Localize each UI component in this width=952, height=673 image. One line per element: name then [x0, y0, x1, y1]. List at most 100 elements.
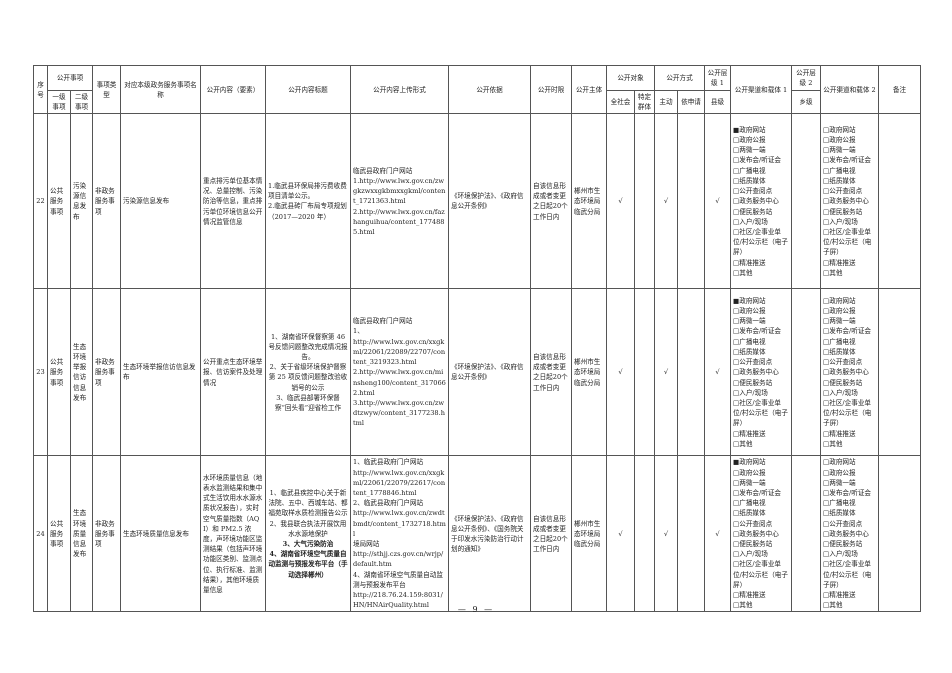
channel-option: □入户/现场 — [733, 388, 789, 398]
header-remark: 备注 — [878, 64, 921, 115]
checked-box-icon: ■ — [733, 458, 740, 467]
unchecked-box-icon: □ — [823, 307, 830, 316]
channel-label: 入户/现场 — [739, 217, 768, 226]
channel-option: □精准推送 — [733, 429, 789, 439]
unchecked-box-icon: □ — [823, 458, 830, 467]
unchecked-box-icon: □ — [733, 307, 740, 316]
unchecked-box-icon: □ — [733, 146, 740, 155]
unchecked-box-icon: □ — [823, 591, 830, 600]
disclosure-table: 序号 公开事项 事项类型 对应本级政务服务事项名称 公开内容（要素） 公开内容标… — [33, 64, 921, 613]
upload-line: http://sthjj.czs.gov.cn/wrjp/default.htm — [353, 550, 444, 569]
channel-option: ■政府网站 — [733, 457, 789, 467]
unchecked-box-icon: □ — [823, 378, 830, 387]
unchecked-box-icon: □ — [823, 187, 830, 196]
remark-cell — [878, 455, 921, 613]
upload-line: 2.http://www.lwx.gov.cn/minsheng100/cont… — [353, 368, 446, 397]
channel-option: □其他 — [733, 439, 789, 449]
channel-option: □其他 — [733, 268, 789, 278]
channel-option: □精准推送 — [823, 590, 876, 600]
upload-line: 临武县政府门户网站 — [353, 166, 413, 175]
level1-cell: 公共服务事项 — [47, 455, 71, 613]
upload-line: 临武县政府门户网站 — [353, 317, 413, 326]
channel-label: 公开查阅点 — [739, 187, 773, 196]
type-cell: 非政务服务事项 — [92, 455, 121, 613]
channel-label: 其他 — [739, 439, 753, 448]
channel-label: 广播电视 — [739, 337, 766, 346]
header-tier1-value: 县级 — [704, 89, 731, 115]
channel-label: 广播电视 — [829, 499, 856, 508]
channel-label: 政务服务中心 — [829, 197, 869, 206]
content-title-item: 1.临武县环保局排污费收费项目清单公示。 — [268, 182, 347, 201]
channel-label: 公开查阅点 — [829, 519, 863, 528]
unchecked-box-icon: □ — [733, 207, 740, 216]
unchecked-box-icon: □ — [823, 347, 830, 356]
channel-option: □公开查阅点 — [733, 357, 789, 367]
channel-option: □政府网站 — [823, 125, 876, 135]
channel-option: □入户/现场 — [823, 217, 876, 227]
unchecked-box-icon: □ — [733, 258, 740, 267]
channel-option: □广播电视 — [733, 337, 789, 347]
channel-option: □精准推送 — [823, 429, 876, 439]
unchecked-box-icon: □ — [733, 388, 740, 397]
channel-label: 两微一端 — [829, 478, 856, 487]
channel-label: 便民服务站 — [739, 540, 773, 549]
basis-cell: 《环境保护法》、《政府信息公开条例》 — [448, 113, 531, 290]
channel-label: 发布会/听证会 — [739, 156, 782, 165]
method-request-cell — [677, 455, 705, 613]
content-title-item: 3、大气污染防治 — [282, 540, 334, 549]
channel-label: 入户/现场 — [829, 550, 858, 559]
upload-line: http://www.lwx.gov.cn/zwdtbmdt/content_1… — [353, 509, 446, 538]
channel-option: □便民服务站 — [733, 378, 789, 388]
unchecked-box-icon: □ — [733, 519, 740, 528]
unchecked-box-icon: □ — [733, 550, 740, 559]
unchecked-box-icon: □ — [823, 489, 830, 498]
unchecked-box-icon: □ — [823, 388, 830, 397]
channel-label: 其他 — [739, 268, 753, 277]
channel-option: □发布会/听证会 — [823, 488, 876, 498]
basis-cell: 《环境保护法》、《政府信息公开条例》 — [448, 288, 531, 457]
checked-box-icon: ■ — [733, 296, 740, 305]
unchecked-box-icon: □ — [733, 439, 740, 448]
channel-option: □广播电视 — [823, 166, 876, 176]
channel-label: 两微一端 — [829, 146, 856, 155]
unchecked-box-icon: □ — [733, 560, 740, 569]
header-channel1: 公开渠道和载体 1 — [730, 64, 792, 115]
unchecked-box-icon: □ — [823, 125, 830, 134]
channel-label: 社区/企事业单位/村公示栏（电子屏） — [733, 227, 788, 257]
header-time-limit: 公开时限 — [530, 64, 572, 115]
unchecked-box-icon: □ — [733, 358, 740, 367]
upload-form-cell: 1、临武县政府门户网站 http://www.lwx.gov.cn/xxgkml/… — [350, 455, 449, 613]
channel-option: □政务服务中心 — [823, 529, 876, 539]
channel-label: 政府网站 — [829, 296, 856, 305]
unchecked-box-icon: □ — [733, 217, 740, 226]
unchecked-box-icon: □ — [823, 398, 830, 407]
channel-label: 公开查阅点 — [739, 358, 773, 367]
channel-option: □两微一端 — [823, 145, 876, 155]
channel-option: □两微一端 — [733, 145, 789, 155]
header-items: 公开事项 — [47, 65, 93, 91]
method-active-cell: √ — [654, 288, 678, 457]
channel-option: □便民服务站 — [823, 539, 876, 549]
content-cell: 水环境质量信息（地表水监测结果和集中式生活饮用水水源水质状况报告），实时空气质量… — [200, 455, 266, 613]
channel-option: □其他 — [823, 268, 876, 278]
unchecked-box-icon: □ — [823, 478, 830, 487]
unchecked-box-icon: □ — [823, 550, 830, 559]
channel-option: □公开查阅点 — [823, 357, 876, 367]
channel-option: □发布会/听证会 — [823, 326, 876, 336]
channel1-cell: ■政府网站 □政府公报 □两微一端 □发布会/听证会 □广播电视 □纸质媒体 □公开查阅点 □… — [730, 288, 792, 457]
unchecked-box-icon: □ — [823, 468, 830, 477]
channel-option: □便民服务站 — [823, 207, 876, 217]
page-number: — 9 — — [457, 605, 495, 614]
channel-option: □社区/企事业单位/村公示栏（电子屏） — [823, 559, 876, 590]
remark-cell — [878, 288, 921, 457]
channel-option: □两微一端 — [733, 316, 789, 326]
method-request-cell — [677, 113, 705, 290]
level2-cell: 污染源信息发布 — [70, 113, 93, 290]
channel-label: 政府网站 — [739, 458, 766, 467]
channel-label: 广播电视 — [739, 499, 766, 508]
unchecked-box-icon: □ — [823, 601, 830, 610]
audience-all-cell: √ — [606, 113, 635, 290]
audience-specific-cell — [634, 455, 655, 613]
channel-label: 发布会/听证会 — [829, 327, 872, 336]
header-audience-all: 全社会 — [606, 89, 635, 115]
